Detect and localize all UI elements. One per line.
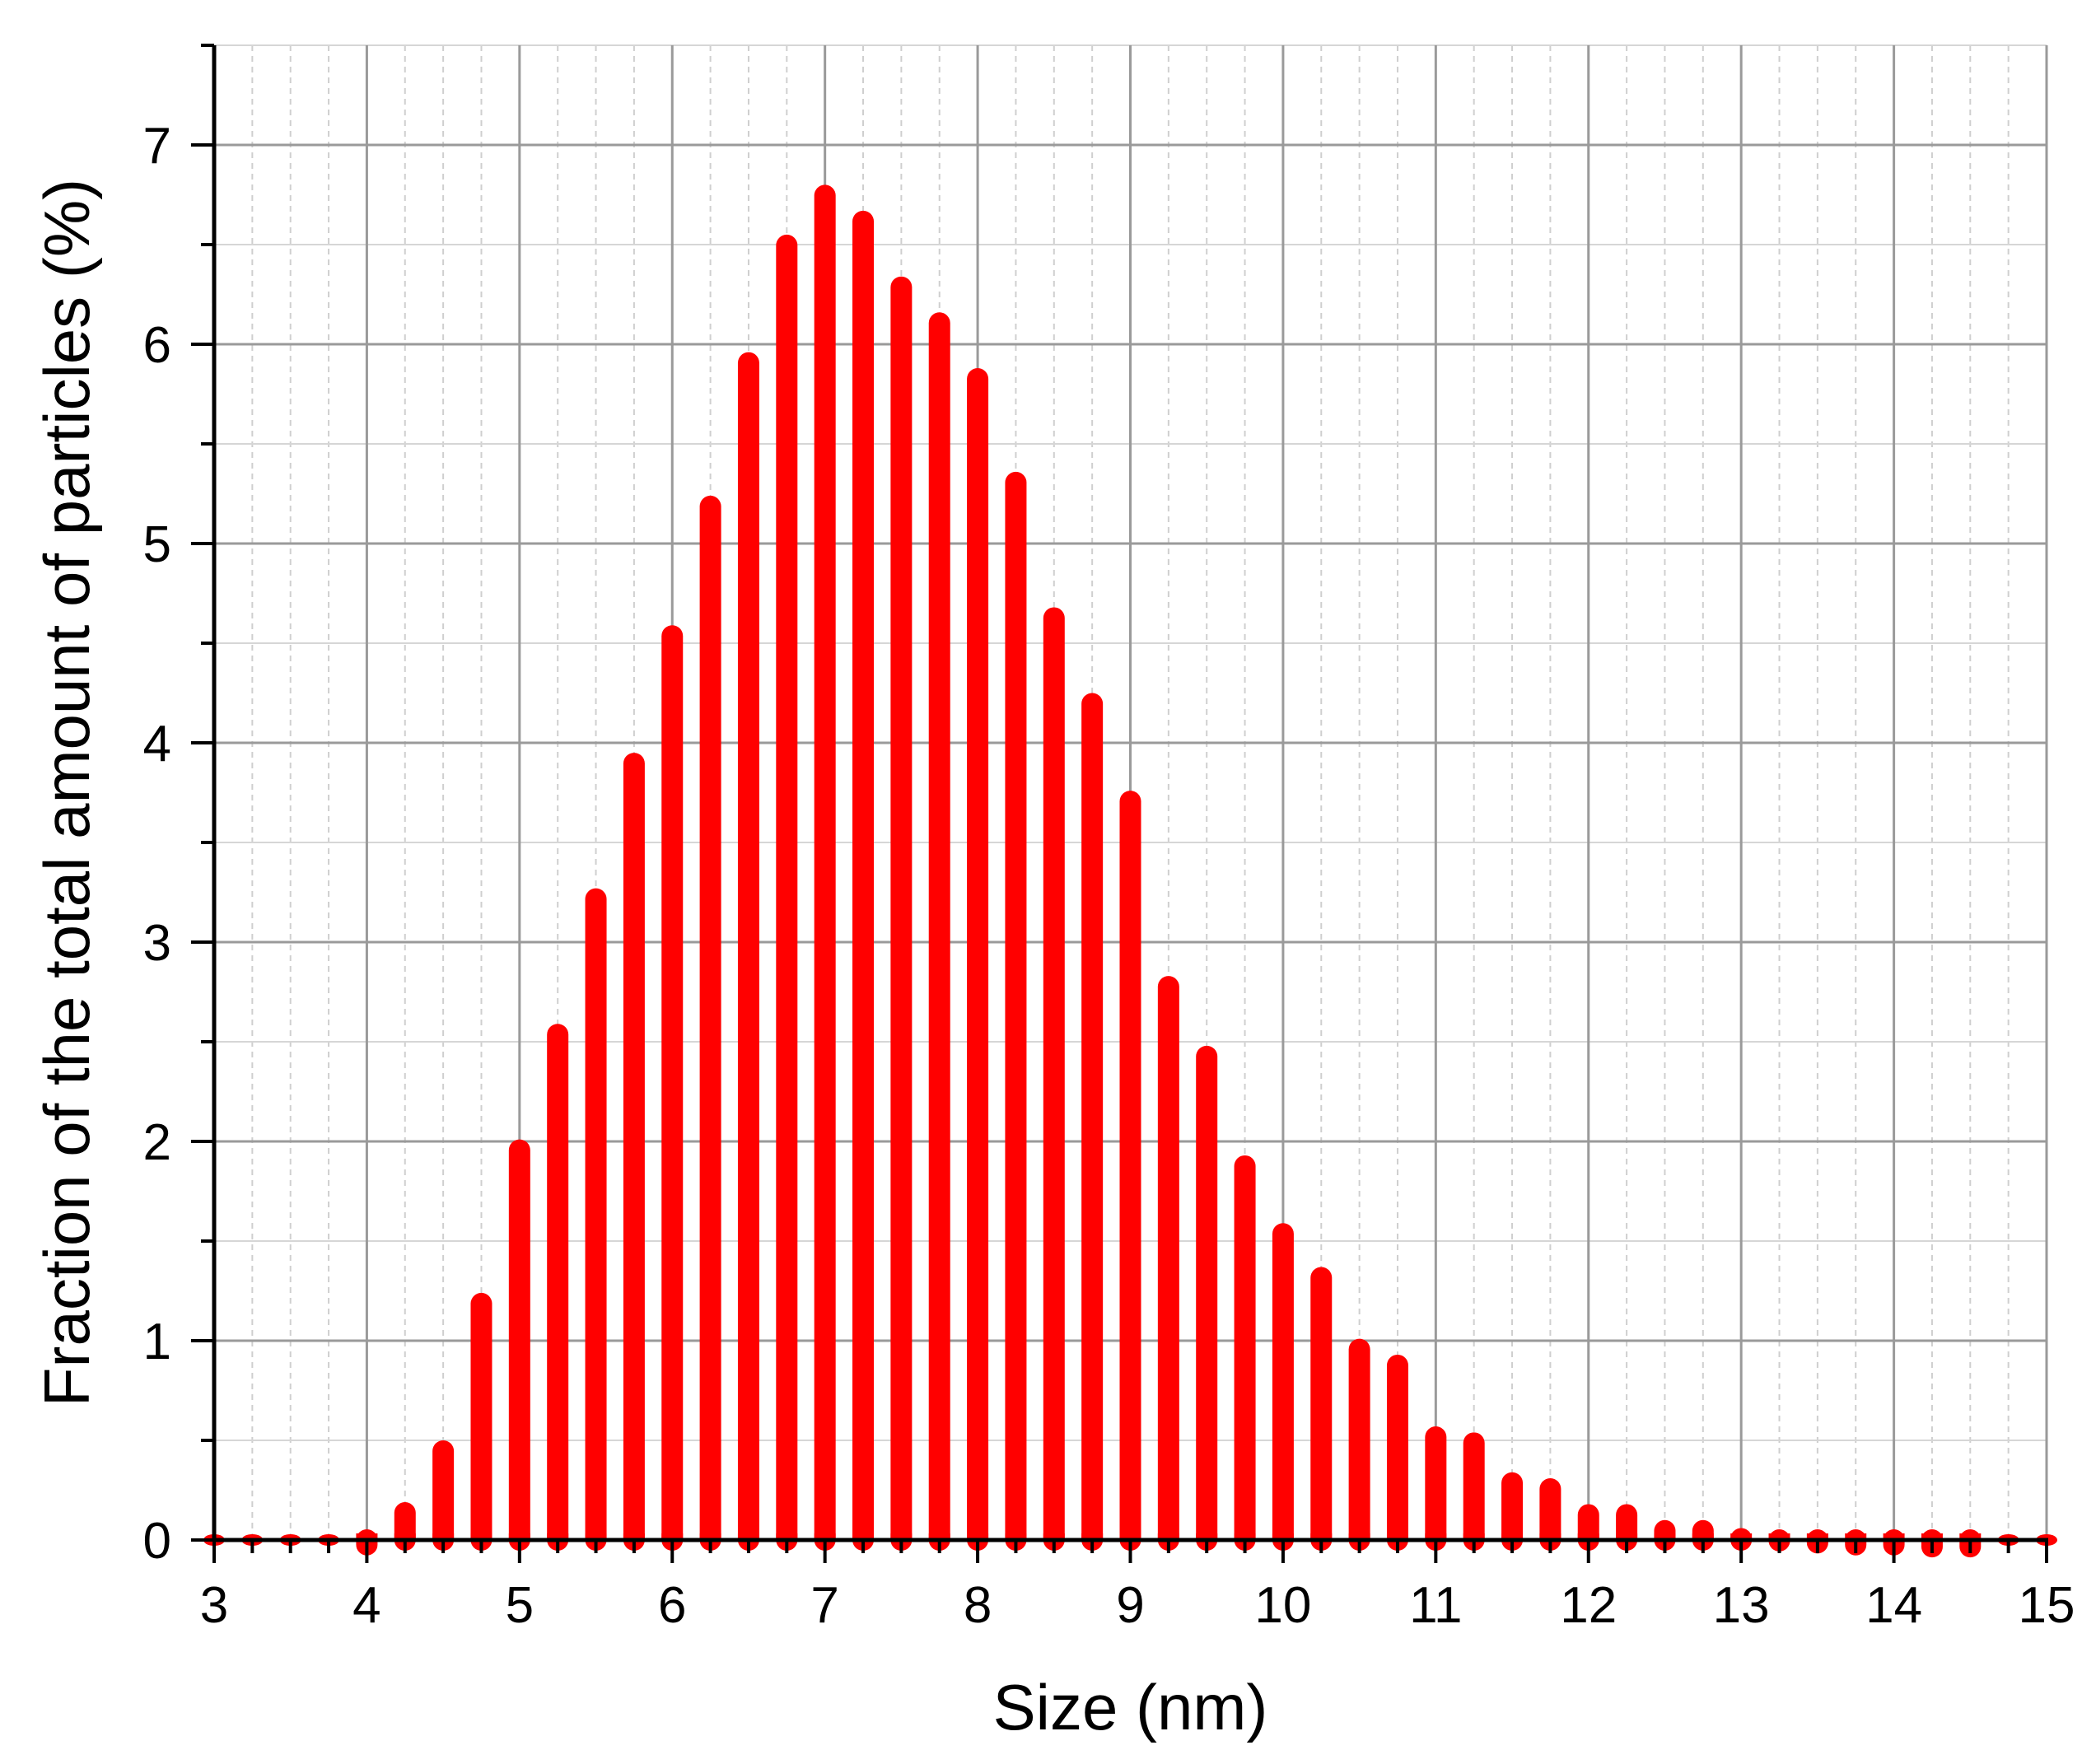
bar-base — [1959, 1533, 1982, 1540]
bar-base — [1348, 1533, 1370, 1540]
bar-base — [1463, 1533, 1485, 1540]
bar-base — [1654, 1533, 1676, 1540]
bar-base — [1845, 1533, 1867, 1540]
bar-base — [1730, 1533, 1753, 1540]
x-tick-label: 8 — [964, 1577, 992, 1634]
bar-base — [1577, 1533, 1599, 1540]
bar-base — [1883, 1533, 1905, 1540]
bar-base — [776, 1533, 798, 1540]
y-axis-title: Fraction of the total amount of particle… — [30, 179, 103, 1407]
bar-base — [1386, 1533, 1408, 1540]
bar-base — [547, 1533, 569, 1540]
bar-base — [508, 1533, 530, 1540]
bar-base — [1272, 1533, 1294, 1540]
x-tick-label: 3 — [200, 1577, 228, 1634]
bar-base — [356, 1533, 378, 1540]
bar-base — [928, 1533, 950, 1540]
bar-base — [1616, 1533, 1638, 1540]
x-tick-label: 12 — [1560, 1577, 1617, 1634]
y-tick-label: 3 — [143, 915, 171, 972]
bar-base — [1539, 1533, 1561, 1540]
bar-base — [699, 1533, 721, 1540]
bar-base — [852, 1533, 875, 1540]
bar-base — [470, 1533, 492, 1540]
x-tick-label: 15 — [2019, 1577, 2075, 1634]
bar-base — [1157, 1533, 1179, 1540]
axes — [191, 44, 2048, 1563]
bar-base — [1692, 1533, 1714, 1540]
x-tick-label: 5 — [506, 1577, 534, 1634]
bar-base — [1043, 1533, 1065, 1540]
bar-base — [1081, 1533, 1104, 1540]
bar-base — [1768, 1533, 1790, 1540]
y-tick-label: 6 — [143, 317, 171, 374]
bar-base — [1196, 1533, 1218, 1540]
y-tick-label: 5 — [143, 516, 171, 573]
bar-base — [394, 1533, 416, 1540]
bars — [203, 184, 2057, 1558]
y-tick-label: 2 — [143, 1114, 171, 1171]
x-axis-title: Size (nm) — [993, 1671, 1268, 1743]
bar-base — [1119, 1533, 1141, 1540]
bar-base — [737, 1533, 759, 1540]
x-tick-label: 13 — [1713, 1577, 1770, 1634]
x-tick-label: 9 — [1116, 1577, 1144, 1634]
bar-base — [661, 1533, 684, 1540]
x-tick-label: 4 — [352, 1577, 380, 1634]
bar-base — [1501, 1533, 1524, 1540]
bar-base — [1425, 1533, 1447, 1540]
x-tick-label: 11 — [1409, 1577, 1462, 1634]
x-tick-label: 6 — [658, 1577, 686, 1634]
bar-base — [814, 1533, 836, 1540]
x-tick-label: 10 — [1254, 1577, 1311, 1634]
bar-base — [1005, 1533, 1027, 1540]
y-tick-label: 4 — [143, 716, 171, 772]
bar-base — [1806, 1533, 1828, 1540]
y-tick-label: 1 — [143, 1314, 171, 1370]
bar-base — [1921, 1533, 1943, 1540]
bar-base — [623, 1533, 645, 1540]
bar-base — [1234, 1533, 1256, 1540]
bar-base — [967, 1533, 989, 1540]
x-tick-label: 7 — [810, 1577, 838, 1634]
bar-base — [1310, 1533, 1333, 1540]
x-tick-label: 14 — [1865, 1577, 1922, 1634]
bar-base — [432, 1533, 455, 1540]
bar-base — [890, 1533, 913, 1540]
bar-base — [585, 1533, 607, 1540]
y-tick-label: 7 — [143, 118, 171, 175]
y-tick-label: 0 — [143, 1513, 171, 1570]
